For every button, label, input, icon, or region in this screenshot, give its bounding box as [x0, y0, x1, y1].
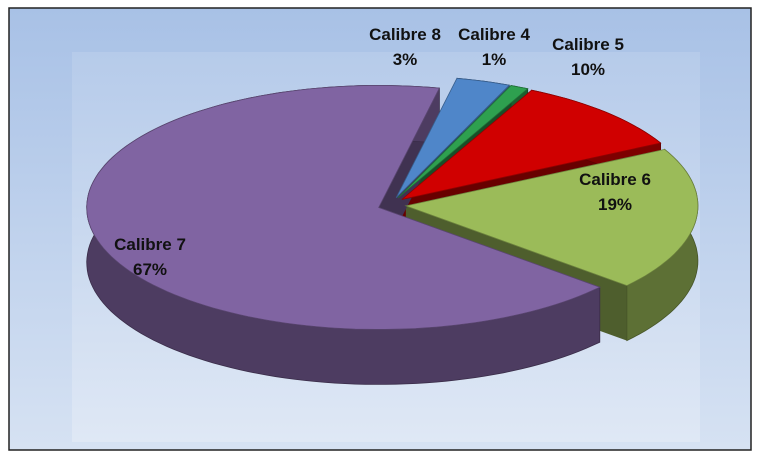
- slice-label: Calibre 7: [114, 235, 186, 254]
- pie: Calibre 8 3% Calibre 4 1% Calibre 5 10% Calibr…: [86, 25, 699, 385]
- slice-value-label: 3%: [393, 50, 418, 69]
- slice-label: Calibre 4: [458, 25, 530, 44]
- slice-tops: [86, 77, 699, 330]
- slice: [86, 85, 601, 330]
- slice-value-label: 19%: [598, 195, 632, 214]
- slice: [404, 148, 699, 287]
- slice: [401, 89, 662, 200]
- slice-label: Calibre 6: [579, 170, 651, 189]
- slice-value-label: 67%: [133, 260, 167, 279]
- slice-value-label: 10%: [571, 60, 605, 79]
- slice: [395, 77, 511, 198]
- slice: [397, 85, 529, 199]
- slice-label: Calibre 8: [369, 25, 441, 44]
- slice-label: Calibre 5: [552, 35, 624, 54]
- slice-value-label: 1%: [482, 50, 507, 69]
